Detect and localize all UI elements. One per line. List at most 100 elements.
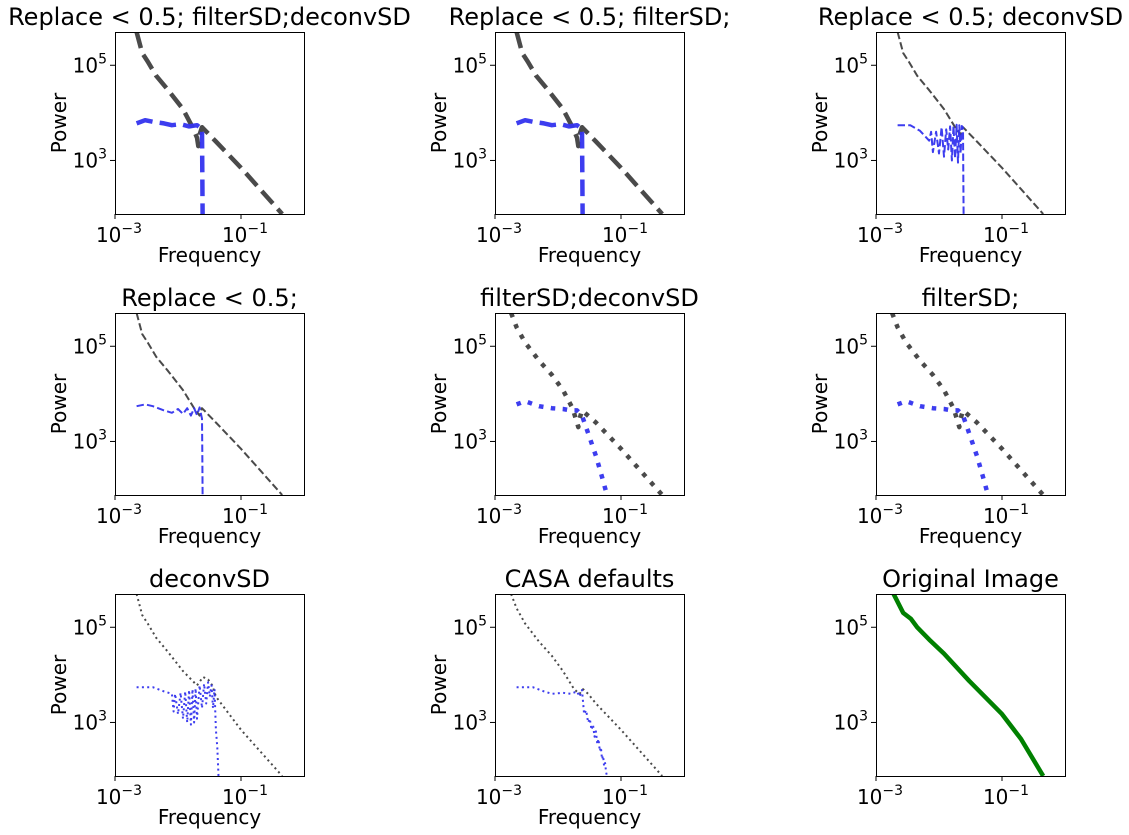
- y-axis-label: Power: [47, 92, 71, 153]
- subplot-3: 10−3 10−1 103 105 Replace < 0.5; deconvSD Fre…: [808, 3, 1123, 267]
- x-axis-label: Frequency: [538, 243, 641, 267]
- y-tick-label: 105: [453, 613, 487, 639]
- subplot-title: deconvSD: [149, 565, 270, 593]
- plot-area: [510, 594, 663, 776]
- plot-area: [135, 594, 283, 776]
- y-axis-label: Power: [427, 92, 451, 153]
- y-tick-label: 103: [453, 146, 487, 172]
- y-tick-label: 103: [834, 708, 868, 734]
- axes-frame: [876, 32, 1066, 215]
- subplot-5: 10−3 10−1 103 105 filterSD;deconvSD Frequency…: [427, 284, 699, 548]
- y-tick-label: 103: [73, 146, 107, 172]
- axes-frame: [876, 313, 1066, 496]
- subplot-title: Original Image: [882, 565, 1059, 593]
- y-axis-label: Power: [47, 373, 71, 434]
- series-line-2: [896, 398, 991, 495]
- axes-frame: [115, 32, 305, 215]
- series-line-2: [515, 117, 585, 214]
- y-axis-label: Power: [427, 373, 451, 434]
- subplot-9: 10−3 10−1 103 105 Original Image: [834, 565, 1066, 809]
- series-line-1: [134, 32, 284, 214]
- x-tick-label: 10−1: [602, 221, 648, 247]
- series-line-1: [896, 32, 1044, 214]
- x-tick-label: 10−1: [222, 783, 268, 809]
- y-axis-label: Power: [427, 654, 451, 715]
- x-tick-label: 10−3: [476, 783, 522, 809]
- subplot-8: 10−3 10−1 103 105 CASA defaults Frequency Powe…: [427, 565, 685, 829]
- x-tick-label: 10−1: [222, 221, 268, 247]
- series-line-2: [516, 686, 608, 776]
- subplot-6: 10−3 10−1 103 105 filterSD; Frequency Power: [808, 284, 1066, 548]
- series-line-1: [889, 313, 1045, 495]
- y-tick-label: 103: [73, 427, 107, 453]
- y-tick-label: 103: [834, 146, 868, 172]
- axes-frame: [495, 313, 685, 496]
- subplot-title: CASA defaults: [505, 565, 675, 593]
- x-tick-label: 10−1: [983, 783, 1029, 809]
- subplot-title: Replace < 0.5;: [121, 284, 298, 312]
- x-axis-label: Frequency: [919, 243, 1022, 267]
- x-tick-label: 10−3: [96, 783, 142, 809]
- plot-area: [508, 313, 664, 495]
- series-line-2: [136, 681, 220, 776]
- y-tick-label: 103: [834, 427, 868, 453]
- subplot-4: 10−3 10−1 103 105 Replace < 0.5; Frequency Pow…: [47, 284, 305, 548]
- series-line-1: [891, 594, 1046, 776]
- x-tick-label: 10−3: [476, 221, 522, 247]
- axes-frame: [495, 32, 685, 215]
- y-tick-label: 103: [73, 708, 107, 734]
- axes-frame: [115, 313, 305, 496]
- plot-area: [891, 594, 1046, 776]
- y-tick-label: 105: [453, 332, 487, 358]
- subplot-title: Replace < 0.5; deconvSD: [818, 3, 1123, 31]
- series-line-1: [135, 594, 283, 776]
- y-axis-label: Power: [808, 373, 832, 434]
- x-axis-label: Frequency: [919, 524, 1022, 548]
- subplot-7: 10−3 10−1 103 105 deconvSD Frequency Power: [47, 565, 305, 829]
- axes-frame: [876, 594, 1066, 777]
- y-axis-label: Power: [808, 92, 832, 153]
- x-tick-label: 10−1: [602, 783, 648, 809]
- y-tick-label: 105: [73, 51, 107, 77]
- series-line-1: [135, 313, 283, 495]
- y-tick-label: 105: [834, 51, 868, 77]
- axes-frame: [495, 594, 685, 777]
- subplot-title: filterSD;deconvSD: [480, 284, 699, 312]
- x-axis-label: Frequency: [538, 805, 641, 829]
- y-tick-label: 105: [73, 613, 107, 639]
- x-tick-label: 10−3: [857, 221, 903, 247]
- subplot-2: 10−3 10−1 103 105 Replace < 0.5; filterSD; Fr…: [427, 3, 730, 267]
- x-axis-label: Frequency: [538, 524, 641, 548]
- x-tick-label: 10−3: [96, 502, 142, 528]
- plot-area: [134, 32, 284, 214]
- plot-area: [135, 313, 283, 495]
- x-tick-label: 10−1: [983, 221, 1029, 247]
- x-tick-label: 10−3: [476, 502, 522, 528]
- y-tick-label: 105: [73, 332, 107, 358]
- x-tick-label: 10−1: [983, 502, 1029, 528]
- subplot-1: 10−3 10−1 103 105 Replace < 0.5; filterSD;de…: [8, 3, 411, 267]
- series-line-2: [135, 117, 205, 214]
- series-line-1: [510, 594, 663, 776]
- x-axis-label: Frequency: [158, 243, 261, 267]
- y-tick-label: 103: [453, 708, 487, 734]
- y-tick-label: 105: [453, 51, 487, 77]
- x-axis-label: Frequency: [158, 524, 261, 548]
- series-line-2: [897, 123, 965, 214]
- subplot-title: Replace < 0.5; filterSD;: [449, 3, 731, 31]
- x-tick-label: 10−1: [222, 502, 268, 528]
- series-line-2: [515, 398, 610, 495]
- x-tick-label: 10−3: [857, 783, 903, 809]
- y-axis-label: Power: [47, 654, 71, 715]
- x-axis-label: Frequency: [158, 805, 261, 829]
- y-tick-label: 103: [453, 427, 487, 453]
- series-line-1: [508, 313, 664, 495]
- x-tick-label: 10−3: [857, 502, 903, 528]
- plot-area: [889, 313, 1045, 495]
- y-tick-label: 105: [834, 613, 868, 639]
- series-line-2: [136, 403, 204, 495]
- subplot-title: Replace < 0.5; filterSD;deconvSD: [8, 3, 411, 31]
- axes-frame: [115, 594, 305, 777]
- x-tick-label: 10−1: [602, 502, 648, 528]
